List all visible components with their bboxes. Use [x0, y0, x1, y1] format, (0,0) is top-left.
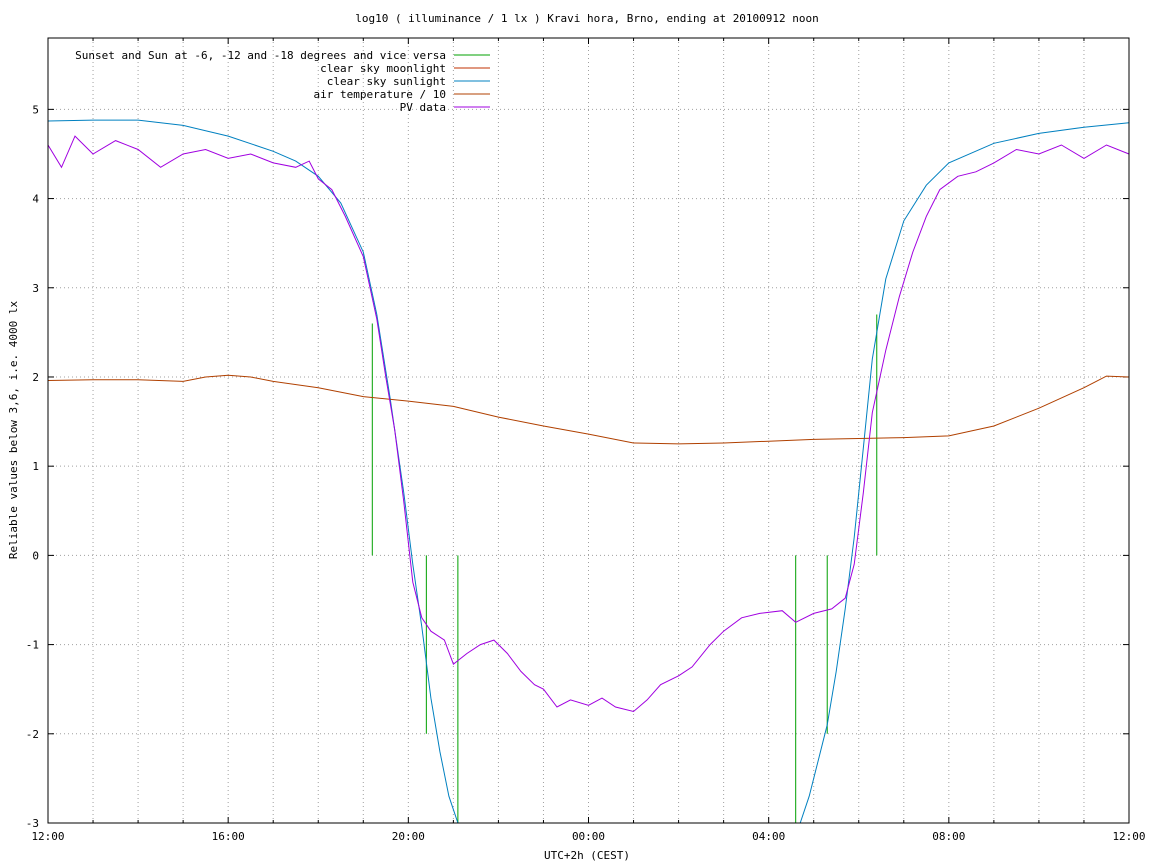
x-axis-label: UTC+2h (CEST)	[544, 849, 630, 862]
y-tick-label: 1	[32, 460, 39, 473]
y-axis-label: Reliable values below 3,6, i.e. 4000 lx	[7, 300, 20, 559]
x-tick-label: 08:00	[932, 830, 965, 843]
air-temperature-10-line	[47, 374, 1130, 445]
legend-label: air temperature / 10	[314, 88, 446, 101]
legend-label: Sunset and Sun at -6, -12 and -18 degree…	[75, 49, 446, 62]
x-tick-label: 00:00	[572, 830, 605, 843]
y-tick-label: -2	[26, 728, 39, 741]
legend-label: PV data	[400, 101, 446, 114]
y-tick-label: -1	[26, 639, 39, 652]
grid-layer	[48, 38, 1129, 823]
y-tick-label: 4	[32, 193, 39, 206]
y-tick-label: -3	[26, 817, 39, 830]
y-tick-label: 2	[32, 371, 39, 384]
tick-layer: -3 -2 -1 0 1 2 3 4 5 12:00 16:00 20:00 00:00 04:00 08:…	[26, 38, 1146, 843]
plot-frame	[47, 37, 1130, 824]
clear-sky-sunlight-line	[47, 119, 1130, 824]
pv-data-line	[47, 135, 1130, 713]
legend: Sunset and Sun at -6, -12 and -18 degree…	[75, 49, 490, 114]
x-tick-label: 20:00	[392, 830, 425, 843]
x-tick-label: 12:00	[31, 830, 64, 843]
y-tick-label: 3	[32, 282, 39, 295]
x-tick-label: 12:00	[1112, 830, 1145, 843]
x-tick-label: 16:00	[212, 830, 245, 843]
legend-label: clear sky moonlight	[320, 62, 446, 75]
chart-title: log10 ( illuminance / 1 lx ) Kravi hora,…	[355, 12, 819, 25]
series-layer	[47, 119, 1130, 824]
legend-label: clear sky sunlight	[327, 75, 446, 88]
x-tick-label: 04:00	[752, 830, 785, 843]
y-tick-label: 0	[32, 549, 39, 562]
y-tick-label: 5	[32, 103, 39, 116]
